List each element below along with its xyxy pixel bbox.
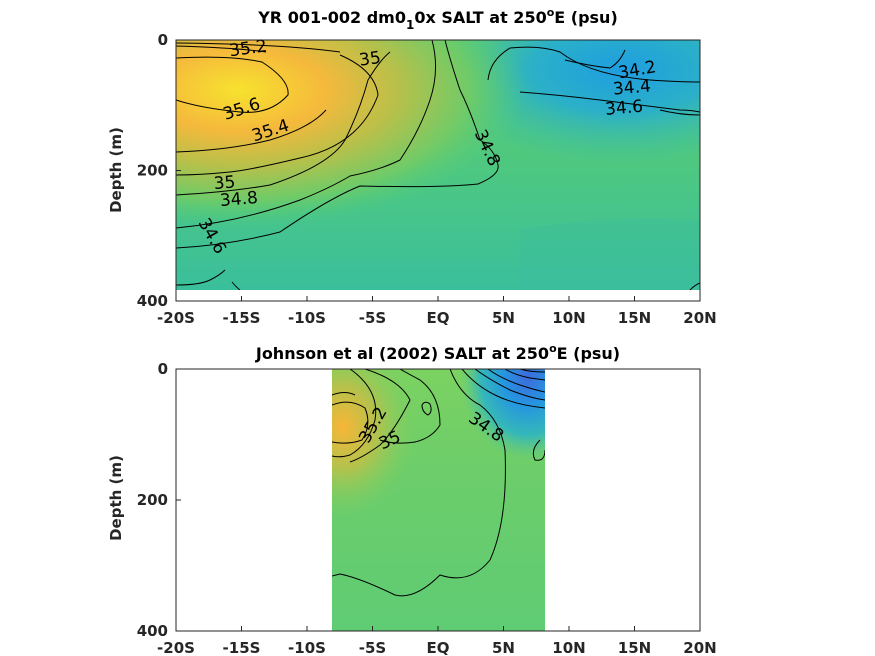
x-tick-label: 15N: [618, 639, 651, 656]
y-tick-label: 200: [137, 162, 168, 180]
contour-label: 34.4: [612, 76, 651, 99]
x-tick-label: -5S: [359, 639, 386, 656]
x-tick-label: EQ: [427, 639, 450, 656]
x-tick-label: 5N: [492, 309, 515, 327]
bottom-panel: Johnson et al (2002) SALT at 250oE (psu)…: [107, 342, 717, 656]
bottom-y-axis-label: Depth (m): [107, 455, 125, 541]
y-tick-label: 0: [158, 360, 168, 378]
x-tick-label: 5N: [492, 639, 515, 656]
top-y-axis-label: Depth (m): [107, 127, 125, 213]
contour-label: 35: [213, 172, 236, 194]
x-tick-label: -20S: [157, 639, 195, 656]
x-tick-label: 20N: [683, 309, 716, 327]
top-contour-lines: [176, 40, 700, 290]
top-x-ticks: -20S -15S -10S -5S EQ 5N 10N 15N 20N: [157, 296, 717, 327]
top-panel: YR 001-002 dm010x SALT at 250oE (psu): [107, 6, 717, 327]
contour-label: 35: [358, 48, 382, 71]
contour-label: 34.8: [219, 188, 258, 211]
x-tick-label: 10N: [552, 639, 585, 656]
bottom-y-ticks: 0 200 400: [137, 360, 181, 640]
bottom-panel-title: Johnson et al (2002) SALT at 250oE (psu): [255, 342, 620, 363]
x-tick-label: 10N: [552, 309, 585, 327]
x-tick-label: 20N: [683, 639, 716, 656]
y-tick-label: 200: [137, 491, 168, 509]
top-y-ticks: 0 200 400: [137, 31, 181, 310]
y-tick-label: 400: [137, 292, 168, 310]
x-tick-label: -5S: [359, 309, 386, 327]
bottom-salinity-field: [332, 369, 545, 631]
y-tick-label: 400: [137, 622, 168, 640]
x-tick-label: EQ: [427, 309, 450, 327]
y-tick-label: 0: [158, 31, 168, 49]
top-salinity-field: [176, 40, 700, 290]
x-tick-label: -20S: [157, 309, 195, 327]
contour-label: 34.6: [604, 97, 643, 120]
x-tick-label: -10S: [288, 639, 326, 656]
x-tick-label: 15N: [618, 309, 651, 327]
x-tick-label: -15S: [223, 309, 261, 327]
bottom-contour-lines: [332, 369, 545, 597]
bottom-x-ticks: -20S -15S -10S -5S EQ 5N 10N 15N 20N: [157, 626, 717, 656]
x-tick-label: -15S: [223, 639, 261, 656]
top-panel-title: YR 001-002 dm010x SALT at 250oE (psu): [257, 6, 618, 32]
x-tick-label: -10S: [288, 309, 326, 327]
